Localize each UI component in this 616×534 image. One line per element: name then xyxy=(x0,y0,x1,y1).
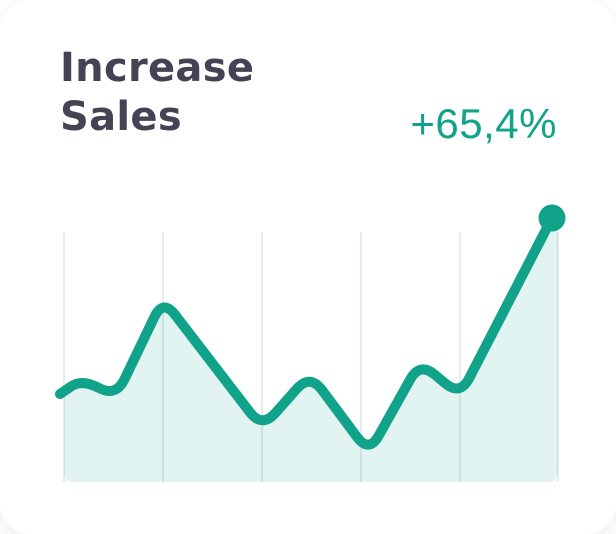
end-point-marker xyxy=(538,204,566,232)
area-fill xyxy=(64,218,558,482)
page-title: Increase Sales xyxy=(60,44,254,142)
sales-line xyxy=(55,213,557,450)
growth-metric: +65,4% xyxy=(410,100,557,147)
title-line-2: Sales xyxy=(60,94,182,140)
title-line-1: Increase xyxy=(60,45,255,91)
